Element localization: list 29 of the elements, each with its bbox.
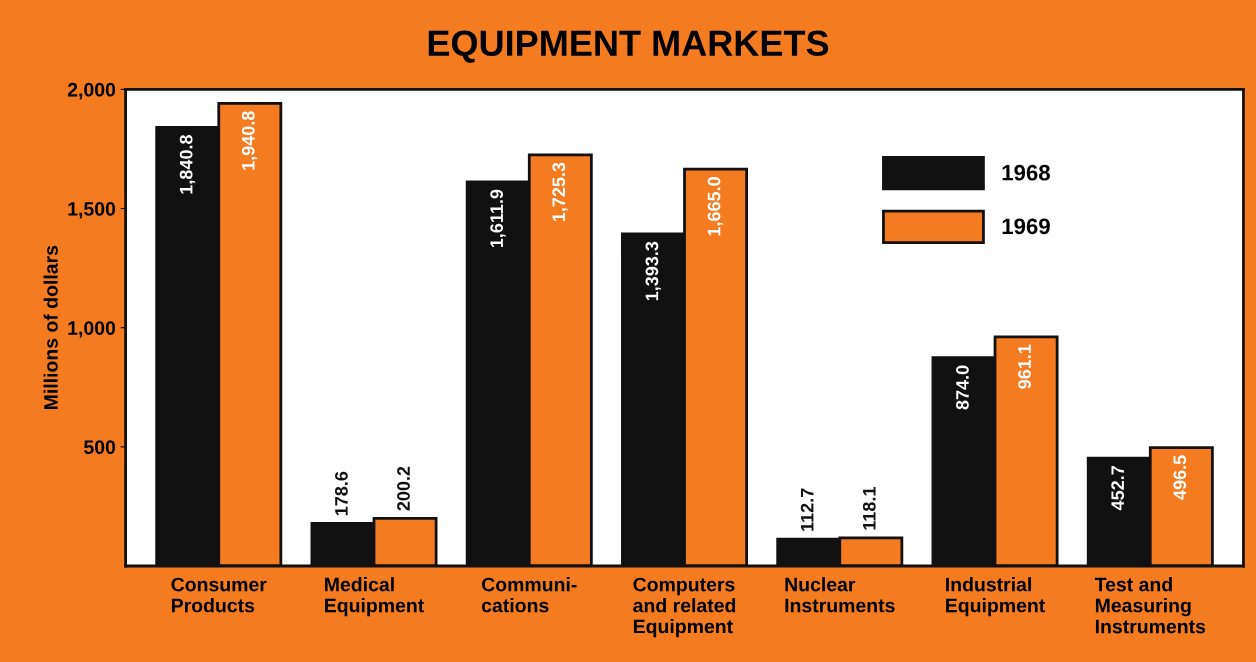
y-tick-label: 2,000 (67, 82, 116, 100)
x-tick-label: Nuclear Instruments (785, 577, 895, 613)
legend-label: 1968 (1002, 164, 1050, 181)
x-tick-label: Industrial Equipment (946, 577, 1046, 617)
data-label: 1,725.3 (552, 162, 568, 222)
data-label: 1,393.3 (645, 241, 661, 301)
data-label: 1,840.8 (179, 135, 196, 194)
y-tick-label: 1,000 (68, 321, 116, 338)
data-label: 118.1 (862, 487, 876, 530)
data-label: 1,611.9 (490, 189, 506, 248)
data-label: 200.2 (397, 466, 410, 511)
x-tick-label: Medical Equipment (325, 577, 424, 617)
x-tick-label: Computers and related Equipment (633, 577, 736, 638)
x-tick-label: Consumer Products (171, 577, 267, 613)
data-label: 496.5 (1173, 455, 1187, 500)
y-tick-label: 1,500 (68, 202, 116, 219)
data-label: 961.1 (1018, 344, 1031, 389)
data-label: 112.7 (800, 488, 814, 531)
x-tick-label: Test and Measuring Instruments (1094, 577, 1206, 634)
x-tick-label: Communi- cations (481, 577, 577, 613)
data-label: 874.0 (956, 365, 969, 410)
y-tick-label: 500 (84, 440, 116, 455)
data-label: 452.7 (1111, 466, 1125, 511)
chart-title: EQUIPMENT MARKETS (428, 30, 829, 63)
data-label: 178.6 (335, 471, 348, 516)
data-label: 1,940.8 (241, 111, 258, 170)
y-axis-title: Millions of dollars (43, 245, 58, 410)
data-label: 1,665.0 (707, 177, 724, 236)
legend-label: 1969 (1002, 218, 1050, 235)
